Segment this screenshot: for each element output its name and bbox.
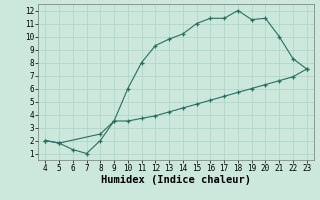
X-axis label: Humidex (Indice chaleur): Humidex (Indice chaleur) — [101, 175, 251, 185]
